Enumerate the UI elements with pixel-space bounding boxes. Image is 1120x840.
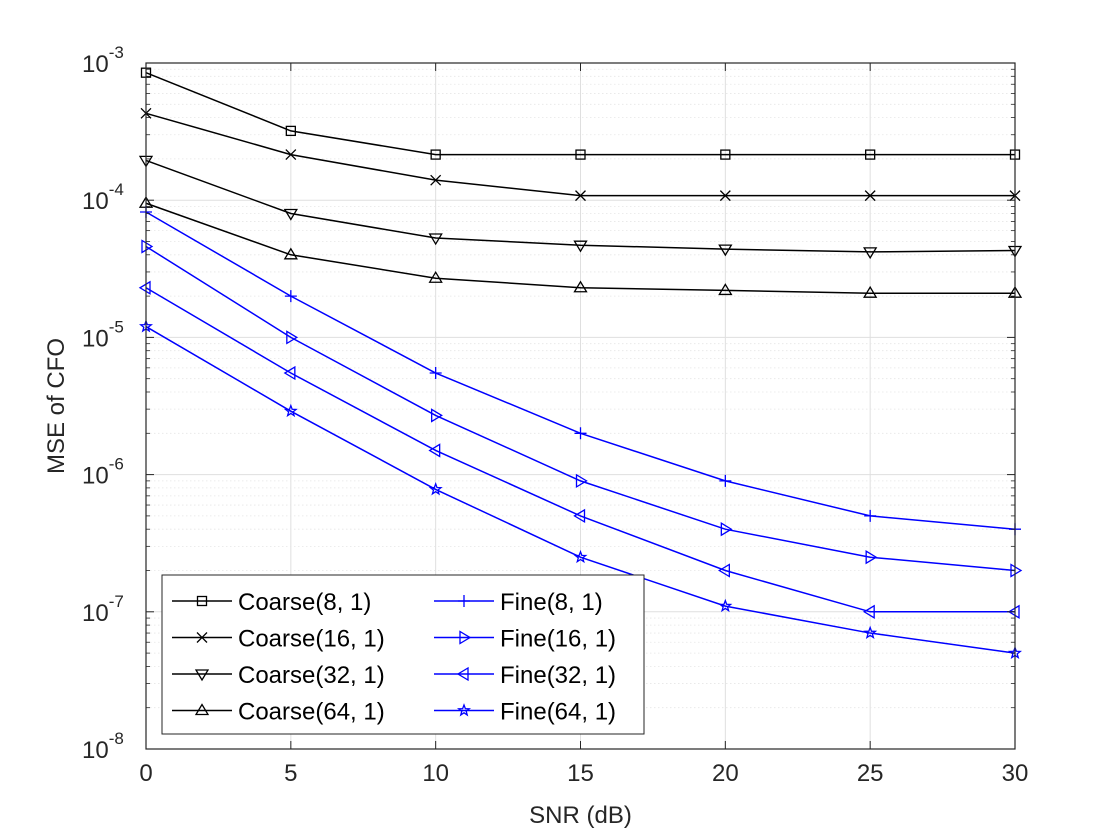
x-axis-label: SNR (dB) <box>529 802 632 829</box>
marker-triangle-right <box>865 550 878 565</box>
marker-triangle-down <box>428 233 443 246</box>
legend-label: Coarse(16, 1) <box>238 626 385 653</box>
marker-triangle-left <box>573 508 586 524</box>
series-line <box>145 71 1015 156</box>
marker-triangle-left <box>283 365 296 381</box>
marker-triangle-left <box>456 666 469 682</box>
marker-triangle-up <box>863 285 878 298</box>
y-tick-exponent: -7 <box>109 592 124 611</box>
marker-plus <box>574 427 587 440</box>
marker-square <box>720 149 731 160</box>
marker-triangle-down <box>194 669 210 682</box>
x-tick-label: 0 <box>139 760 152 787</box>
legend-label: Fine(32, 1) <box>500 662 616 689</box>
legend-entry: Fine(64, 1) <box>434 699 616 726</box>
series-fine-32-1 <box>138 280 1020 619</box>
legend-entry: Coarse(64, 1) <box>172 699 385 726</box>
series-line <box>145 245 1016 572</box>
legend-label: Fine(16, 1) <box>500 626 616 653</box>
marker-square <box>430 149 441 160</box>
marker-triangle-up <box>283 247 298 260</box>
y-tick-exponent: -6 <box>109 455 124 474</box>
marker-triangle-left <box>718 563 730 578</box>
marker-triangle-down <box>863 247 878 260</box>
x-tick-label: 30 <box>1002 760 1029 787</box>
x-tick-label: 20 <box>712 760 739 787</box>
marker-triangle-right <box>141 239 154 254</box>
y-axis-label: MSE of CFO <box>43 338 70 474</box>
marker-plus <box>719 474 732 487</box>
marker-square <box>285 125 296 137</box>
marker-triangle-down <box>573 240 588 253</box>
marker-square <box>575 149 586 160</box>
marker-triangle-up <box>428 270 443 283</box>
legend-label: Fine(8, 1) <box>500 589 603 616</box>
series-line <box>145 202 1015 294</box>
marker-triangle-right <box>459 630 472 645</box>
series-line <box>145 325 1016 654</box>
marker-x <box>575 190 586 202</box>
marker-triangle-down <box>283 208 298 221</box>
legend-entry: Fine(32, 1) <box>434 662 616 689</box>
y-tick-exponent: -5 <box>109 317 124 336</box>
legend-label: Coarse(32, 1) <box>238 662 385 689</box>
marker-x <box>285 149 297 161</box>
y-tick-exponent: -8 <box>109 729 124 748</box>
legend-entry: Coarse(16, 1) <box>172 626 385 653</box>
marker-triangle-left <box>428 443 441 458</box>
legend-entry: Coarse(8, 1) <box>172 589 371 616</box>
series-coarse-16-1 <box>140 107 1021 202</box>
legend-label: Coarse(8, 1) <box>238 589 371 616</box>
marker-square <box>196 595 208 607</box>
legend-entry: Coarse(32, 1) <box>172 662 385 689</box>
legend-entry: Fine(16, 1) <box>434 626 616 653</box>
marker-star <box>573 549 588 564</box>
y-tick-exponent: -3 <box>109 43 124 62</box>
marker-triangle-right <box>431 408 443 423</box>
x-tick-label: 15 <box>567 760 594 787</box>
marker-x <box>196 632 208 643</box>
marker-star <box>456 703 472 717</box>
x-tick-label: 10 <box>422 760 449 787</box>
legend-box <box>161 574 645 735</box>
legend-entry: Fine(8, 1) <box>434 589 603 616</box>
legend-label: Fine(64, 1) <box>500 699 616 726</box>
x-tick-label: 5 <box>284 760 297 787</box>
marker-triangle-up <box>194 703 210 716</box>
marker-triangle-left <box>862 604 875 619</box>
marker-x <box>430 174 442 186</box>
marker-star <box>283 403 298 418</box>
marker-triangle-right <box>286 330 299 345</box>
marker-triangle-down <box>718 244 733 257</box>
marker-plus <box>864 509 877 522</box>
series-line <box>145 287 1015 613</box>
marker-square <box>865 149 876 160</box>
legend: Coarse(8, 1) Coarse(16, 1) Coarse(32, 1) Co… <box>161 574 645 735</box>
marker-triangle-left <box>1007 604 1020 619</box>
marker-triangle-left <box>138 280 151 295</box>
legend-label: Coarse(64, 1) <box>238 699 385 726</box>
series-lines <box>138 67 1023 660</box>
marker-triangle-right <box>720 522 733 537</box>
series-line <box>145 159 1016 253</box>
x-tick-label: 25 <box>857 760 884 787</box>
y-tick-exponent: -4 <box>109 180 124 199</box>
marker-x <box>864 190 876 202</box>
marker-plus <box>284 290 297 303</box>
marker-star <box>863 625 878 640</box>
marker-triangle-up <box>573 280 588 293</box>
marker-plus <box>429 367 442 380</box>
marker-triangle-up <box>718 283 733 296</box>
marker-triangle-right <box>575 473 588 489</box>
marker-x <box>719 190 731 202</box>
marker-star <box>428 482 443 496</box>
marker-plus <box>458 595 470 607</box>
marker-star <box>718 598 733 613</box>
